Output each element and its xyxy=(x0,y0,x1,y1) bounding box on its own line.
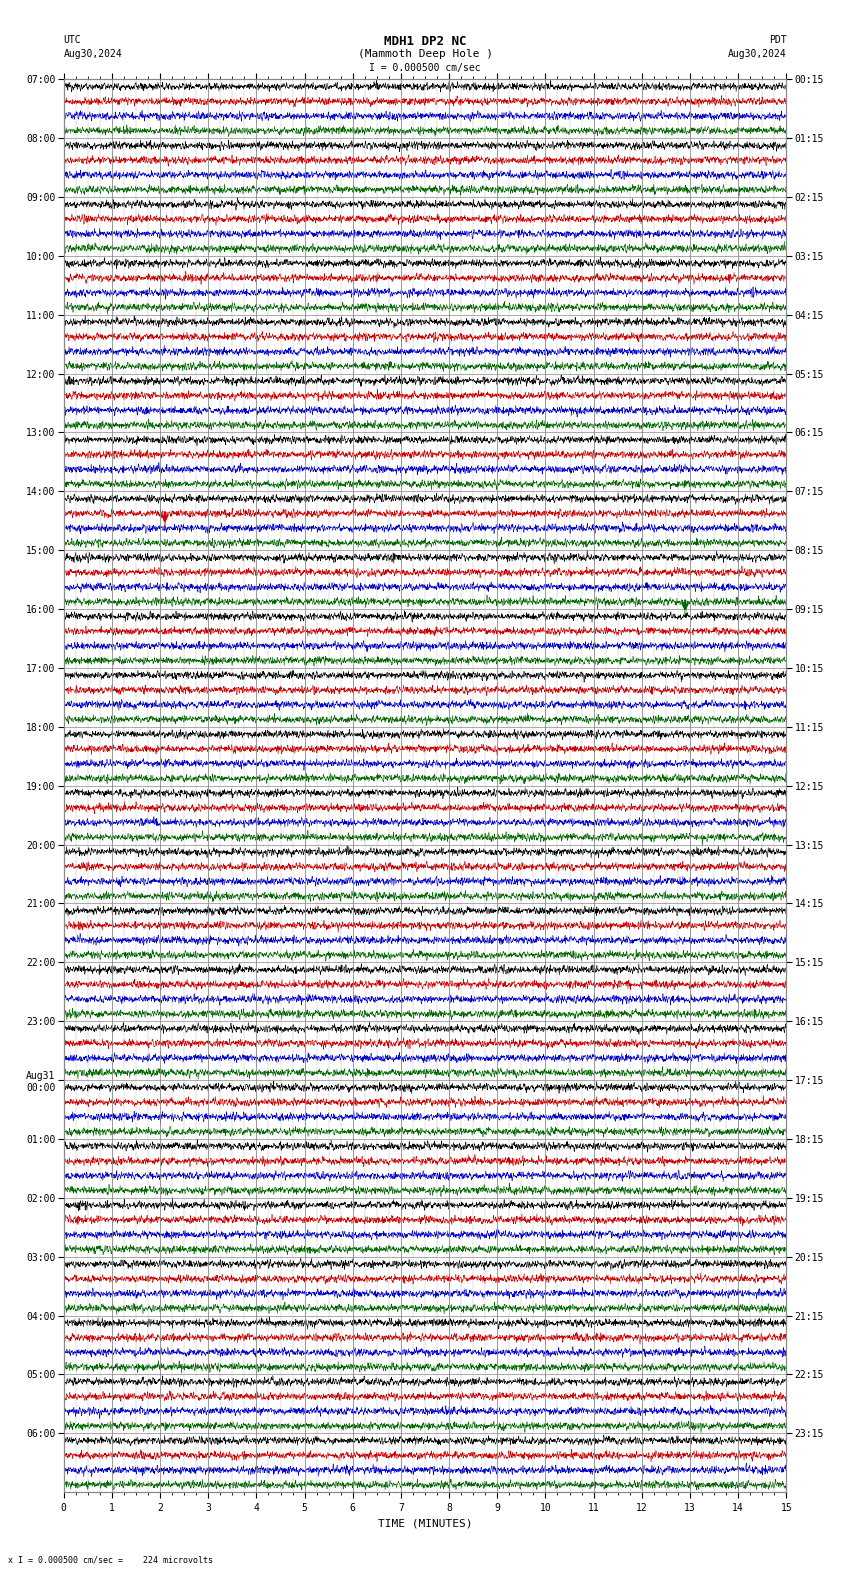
X-axis label: TIME (MINUTES): TIME (MINUTES) xyxy=(377,1517,473,1529)
Text: Aug30,2024: Aug30,2024 xyxy=(728,49,786,59)
Text: UTC: UTC xyxy=(64,35,82,44)
Text: PDT: PDT xyxy=(768,35,786,44)
Text: MDH1 DP2 NC: MDH1 DP2 NC xyxy=(383,35,467,48)
Text: (Mammoth Deep Hole ): (Mammoth Deep Hole ) xyxy=(358,49,492,59)
Text: I = 0.000500 cm/sec: I = 0.000500 cm/sec xyxy=(369,63,481,73)
Text: x I = 0.000500 cm/sec =    224 microvolts: x I = 0.000500 cm/sec = 224 microvolts xyxy=(8,1555,213,1565)
Text: Aug30,2024: Aug30,2024 xyxy=(64,49,122,59)
